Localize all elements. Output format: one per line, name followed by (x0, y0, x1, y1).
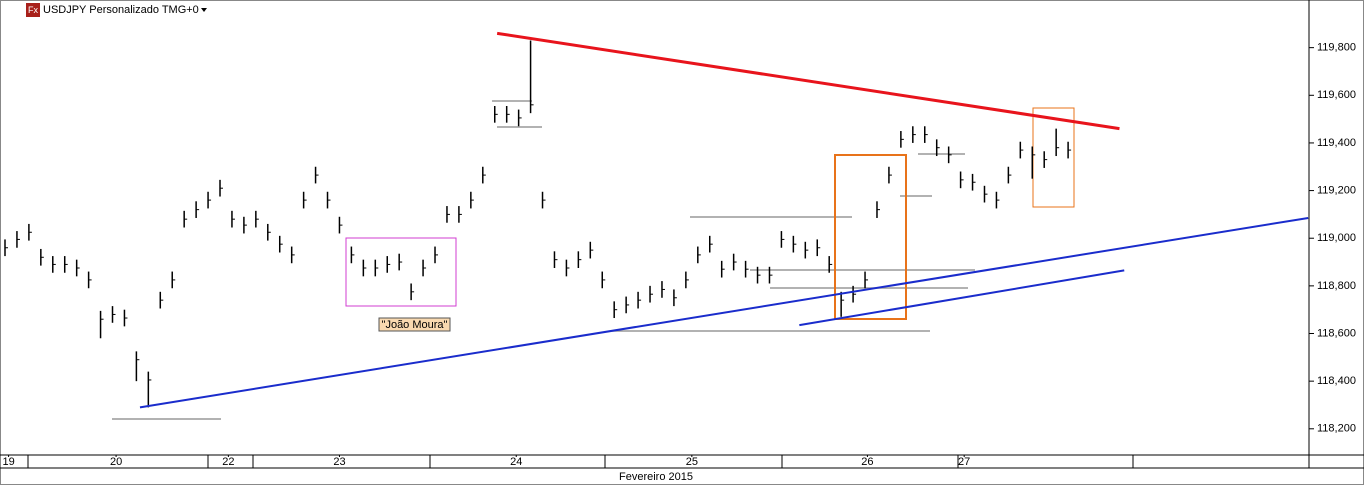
y-tick-label: 118,200 (1317, 423, 1356, 435)
x-tick-label: 22 (222, 456, 234, 468)
x-tick-label: 20 (110, 456, 122, 468)
x-axis-label: Fevereiro 2015 (619, 471, 693, 483)
y-tick-label: 119,400 (1317, 137, 1356, 149)
y-tick-label: 119,600 (1317, 89, 1356, 101)
annotation: "João Moura" (382, 319, 448, 331)
y-tick-label: 118,800 (1317, 280, 1356, 292)
x-tick-label: 24 (510, 456, 522, 468)
chart-title: USDJPY Personalizado TMG+0 (43, 4, 199, 16)
annotation-box (378, 317, 451, 332)
x-tick-label: 26 (861, 456, 873, 468)
x-tick-label: 25 (686, 456, 698, 468)
x-tick-label: 23 (333, 456, 345, 468)
highlight-box (345, 237, 457, 307)
y-tick-label: 118,400 (1317, 375, 1356, 387)
trendline (799, 269, 1125, 327)
y-tick-label: 119,000 (1317, 232, 1356, 244)
dropdown-arrow[interactable] (201, 8, 207, 12)
icon-label: Fx (28, 5, 38, 15)
trendline (496, 31, 1120, 131)
y-tick-label: 119,200 (1317, 184, 1356, 196)
icon (26, 3, 40, 17)
trendline (139, 216, 1309, 409)
y-tick-label: 118,600 (1317, 327, 1356, 339)
x-tick-label: 19 (2, 456, 14, 468)
day-separators (27, 455, 1134, 468)
highlight-box (834, 154, 907, 320)
x-tick-label: 27 (958, 456, 970, 468)
y-tick-label: 119,800 (1317, 42, 1356, 54)
horizontal-levels (112, 100, 975, 420)
